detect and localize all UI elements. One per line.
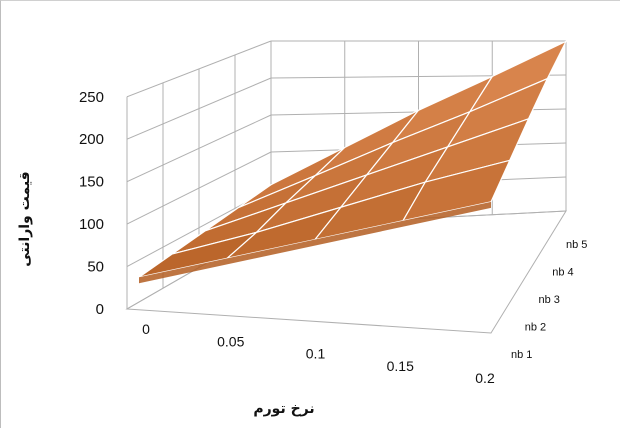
z-tick-label: 250 [79, 89, 104, 106]
x-tick-label: 0.05 [217, 333, 244, 349]
z-tick-label: 50 [87, 259, 104, 276]
surface-front-edge [139, 201, 491, 284]
x-tick-label: 0.15 [387, 358, 414, 374]
depth-tick-label: nb 1 [511, 349, 532, 361]
x-tick-label: 0.1 [306, 346, 326, 362]
x-axis-title: نرخ تورم [253, 401, 314, 417]
surface-plot [138, 40, 568, 284]
depth-tick-label: nb 5 [566, 239, 587, 251]
z-tick-label: 200 [79, 131, 104, 148]
x-tick-label: 0 [142, 321, 150, 337]
x-tick-label: 0.2 [475, 370, 495, 386]
z-tick-label: 150 [79, 174, 104, 191]
depth-tick-label: nb 4 [552, 267, 573, 279]
z-tick-label: 100 [79, 216, 104, 233]
depth-tick-label: nb 3 [539, 294, 560, 306]
tick-labels: 0 50 100 150 200 250 0 0.05 0.1 0.15 0.2 nb 1 nb 2 nb… [79, 89, 587, 386]
z-tick-label: 0 [96, 301, 104, 318]
depth-tick-label: nb 2 [525, 322, 546, 334]
z-axis-title: قیمت وارانتی [17, 171, 33, 266]
